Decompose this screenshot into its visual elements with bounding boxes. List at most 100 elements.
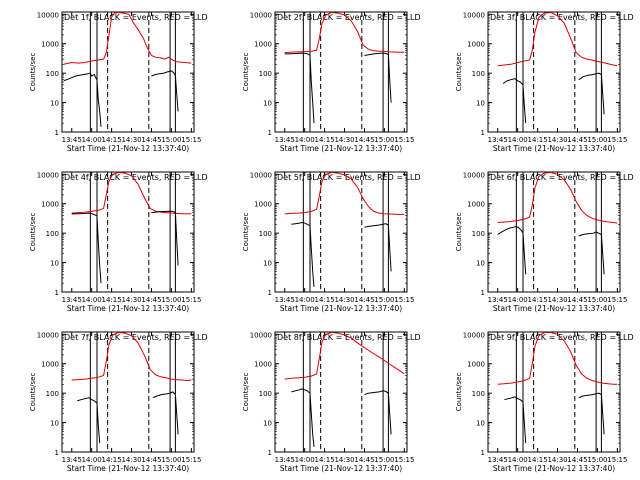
x-tick-label: 14:15	[315, 136, 335, 144]
y-tick-label: 1000	[41, 41, 59, 49]
x-axis-label: Start Time (21-Nov-12 13:37:40)	[493, 304, 615, 313]
events-series-line	[152, 391, 179, 435]
x-tick-label: 15:15	[394, 296, 414, 304]
panel-title: Det 3f, BLACK = Events, RED = LLD	[490, 13, 634, 22]
x-tick-label: 14:30	[121, 136, 141, 144]
x-tick-label: 14:00	[508, 456, 528, 464]
plot-frame	[61, 171, 195, 293]
y-tick-label: 1000	[254, 201, 272, 209]
y-tick-label: 100	[259, 390, 272, 398]
y-tick-label: 1	[55, 289, 59, 297]
x-tick-label: 14:30	[547, 296, 567, 304]
events-series-line	[364, 390, 392, 435]
x-tick-label: 14:00	[508, 296, 528, 304]
y-tick-label: 1000	[41, 201, 59, 209]
y-axis-label: Counts/sec	[29, 373, 37, 412]
x-tick-label: 15:00	[587, 136, 607, 144]
x-tick-label: 13:45	[275, 456, 295, 464]
y-tick-label: 10000	[37, 331, 59, 339]
x-tick-label: 15:00	[587, 456, 607, 464]
y-axis-label: Counts/sec	[455, 53, 463, 92]
x-tick-label: 14:45	[141, 136, 161, 144]
y-tick-label: 10000	[37, 171, 59, 179]
y-axis-label: Counts/sec	[242, 373, 250, 412]
x-tick-label: 14:45	[567, 296, 587, 304]
events-series-line	[504, 396, 527, 444]
y-tick-label: 1	[481, 129, 485, 137]
x-axis-label: Start Time (21-Nov-12 13:37:40)	[493, 464, 615, 473]
y-tick-label: 1	[268, 129, 272, 137]
lld-series-line	[497, 172, 618, 224]
panel-title: Det 2f, BLACK = Events, RED = LLD	[277, 13, 421, 22]
panel-title: Det 4f, BLACK = Events, RED = LLD	[64, 173, 208, 182]
y-tick-label: 1000	[41, 361, 59, 369]
y-tick-label: 100	[472, 230, 485, 238]
plot-frame	[487, 331, 621, 453]
x-tick-label: 13:45	[488, 136, 508, 144]
y-tick-label: 1000	[254, 41, 272, 49]
lld-series-line	[71, 172, 192, 215]
x-axis-label: Start Time (21-Nov-12 13:37:40)	[280, 464, 402, 473]
y-tick-label: 100	[472, 70, 485, 78]
x-tick-label: 14:45	[567, 456, 587, 464]
panel-title: Det 7f, BLACK = Events, RED = LLD	[64, 333, 208, 342]
x-tick-label: 14:00	[82, 456, 102, 464]
x-tick-label: 13:45	[275, 296, 295, 304]
x-tick-label: 15:00	[374, 296, 394, 304]
events-series-line	[364, 52, 392, 103]
events-series-line	[364, 223, 392, 272]
events-series-line	[291, 388, 315, 447]
x-tick-label: 15:15	[181, 296, 201, 304]
events-series-line	[502, 78, 527, 124]
y-axis-label: Counts/sec	[242, 53, 250, 92]
y-tick-label: 10000	[250, 331, 272, 339]
x-tick-label: 15:15	[394, 456, 414, 464]
x-axis-label: Start Time (21-Nov-12 13:37:40)	[493, 144, 615, 153]
y-tick-label: 10000	[250, 11, 272, 19]
x-tick-label: 14:30	[121, 456, 141, 464]
panel-title: Det 1f, BLACK = Events, RED = LLD	[64, 13, 208, 22]
x-tick-label: 14:00	[295, 296, 315, 304]
x-tick-label: 14:45	[354, 296, 374, 304]
plot-frame	[274, 171, 408, 293]
x-axis-label: Start Time (21-Nov-12 13:37:40)	[67, 144, 189, 153]
y-tick-label: 10	[263, 260, 272, 268]
x-tick-label: 15:15	[607, 136, 627, 144]
x-tick-label: 13:45	[488, 456, 508, 464]
detector-panel: Det 8f, BLACK = Events, RED = LLD 1 10 100 1…	[242, 331, 421, 473]
x-tick-label: 14:15	[528, 456, 548, 464]
y-tick-label: 10000	[250, 171, 272, 179]
y-tick-label: 1	[481, 449, 485, 457]
events-series-line	[151, 210, 179, 266]
plot-frame	[274, 11, 408, 133]
x-tick-label: 14:45	[567, 136, 587, 144]
y-tick-label: 10	[50, 420, 59, 428]
detector-panel: Det 2f, BLACK = Events, RED = LLD 1 10 100 1…	[242, 11, 421, 153]
events-series-line	[63, 72, 102, 127]
y-tick-label: 10	[476, 260, 485, 268]
x-tick-label: 14:30	[334, 456, 354, 464]
x-tick-label: 15:15	[181, 456, 201, 464]
x-tick-label: 14:30	[334, 136, 354, 144]
y-tick-label: 1	[268, 449, 272, 457]
x-axis-label: Start Time (21-Nov-12 13:37:40)	[67, 304, 189, 313]
y-tick-label: 10	[476, 100, 485, 108]
x-tick-label: 15:00	[161, 136, 181, 144]
x-tick-label: 14:00	[82, 296, 102, 304]
lld-series-line	[284, 332, 405, 380]
x-tick-label: 14:30	[547, 136, 567, 144]
x-axis-label: Start Time (21-Nov-12 13:37:40)	[67, 464, 189, 473]
y-tick-label: 10	[263, 420, 272, 428]
y-tick-label: 10	[50, 100, 59, 108]
y-tick-label: 1000	[467, 41, 485, 49]
x-tick-label: 15:00	[161, 296, 181, 304]
x-tick-label: 13:45	[62, 296, 82, 304]
lld-series-line	[71, 332, 192, 382]
x-tick-label: 14:15	[315, 296, 335, 304]
plot-frame	[487, 11, 621, 133]
y-tick-label: 100	[259, 230, 272, 238]
x-tick-label: 13:45	[62, 456, 82, 464]
plot-frame	[61, 331, 195, 453]
x-tick-label: 14:15	[528, 296, 548, 304]
x-tick-label: 14:15	[102, 296, 122, 304]
